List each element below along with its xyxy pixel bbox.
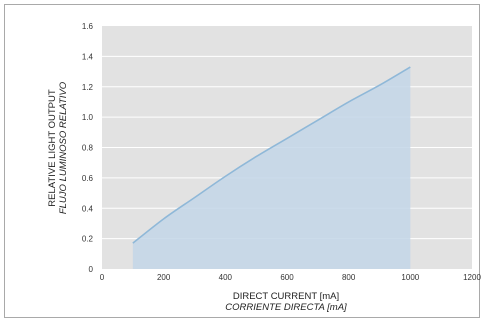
- x-tick-label: 0: [100, 273, 105, 282]
- y-axis-label: RELATIVE LIGHT OUTPUT: [47, 89, 58, 207]
- y-tick-label: 1.2: [82, 83, 94, 92]
- y-axis-label-secondary: FLUJO LUMINOSO RELATIVO: [58, 81, 69, 214]
- y-tick-label: 0.4: [82, 204, 94, 213]
- y-tick-label: 1.0: [82, 113, 94, 122]
- y-tick-label: 1.4: [82, 52, 94, 61]
- x-tick-label: 1000: [401, 273, 419, 282]
- x-tick-label: 400: [219, 273, 233, 282]
- y-tick-label: 1.6: [82, 22, 94, 31]
- x-axis-label: DIRECT CURRENT [mA]: [233, 291, 339, 302]
- y-tick-label: 0.2: [82, 235, 94, 244]
- y-tick-label: 0.6: [82, 174, 94, 183]
- x-axis-label-secondary: CORRIENTE DIRECTA [mA]: [225, 302, 347, 313]
- x-tick-label: 600: [280, 273, 294, 282]
- x-tick-labels: 0 200 400 600 800 1000 1200: [100, 273, 482, 282]
- x-tick-label: 200: [157, 273, 171, 282]
- y-tick-label: 0.8: [82, 144, 94, 153]
- y-tick-labels: 0 0.2 0.4 0.6 0.8 1.0 1.2 1.4 1.6: [82, 22, 94, 274]
- y-tick-label: 0: [89, 265, 94, 274]
- x-tick-label: 1200: [463, 273, 481, 282]
- series-line: [132, 66, 411, 244]
- x-tick-label: 800: [342, 273, 356, 282]
- series-area: [132, 67, 411, 269]
